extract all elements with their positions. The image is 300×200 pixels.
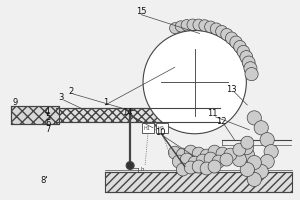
Circle shape (188, 156, 201, 169)
Circle shape (234, 40, 246, 53)
Text: 13: 13 (226, 85, 237, 94)
Text: 15: 15 (136, 7, 146, 16)
Text: 12: 12 (216, 117, 227, 126)
Text: H1: H1 (143, 126, 150, 131)
Circle shape (184, 145, 197, 158)
Text: 4: 4 (45, 107, 50, 116)
Circle shape (181, 20, 192, 31)
Circle shape (216, 25, 228, 37)
Circle shape (168, 146, 181, 159)
Text: 10: 10 (155, 128, 165, 137)
Bar (105, 172, 292, 192)
Circle shape (224, 148, 237, 161)
Circle shape (221, 28, 233, 41)
Circle shape (260, 154, 274, 169)
Circle shape (143, 30, 246, 134)
Circle shape (240, 51, 253, 63)
Bar (56, 108, 220, 122)
Circle shape (233, 143, 246, 156)
Circle shape (247, 111, 261, 125)
Text: H2: H2 (158, 126, 164, 131)
Circle shape (200, 149, 213, 162)
Circle shape (175, 21, 186, 32)
Circle shape (240, 162, 254, 177)
Circle shape (208, 145, 221, 158)
Circle shape (176, 148, 189, 161)
Circle shape (216, 147, 229, 160)
Bar (11, 106, 58, 124)
Circle shape (245, 68, 258, 81)
Circle shape (196, 154, 209, 167)
Circle shape (212, 155, 225, 168)
Circle shape (226, 32, 238, 44)
Circle shape (180, 153, 193, 166)
Text: 11: 11 (207, 109, 218, 118)
Circle shape (204, 152, 217, 165)
Circle shape (220, 153, 233, 166)
Circle shape (264, 145, 278, 159)
Text: 1: 1 (103, 98, 108, 107)
Circle shape (247, 172, 261, 187)
Text: 7: 7 (45, 125, 50, 134)
Text: 6: 6 (45, 119, 50, 128)
Text: 9: 9 (12, 98, 18, 107)
Circle shape (126, 162, 134, 170)
Circle shape (192, 147, 205, 160)
Circle shape (199, 20, 211, 31)
Bar (142, 123, 154, 133)
Circle shape (244, 62, 257, 75)
Circle shape (242, 56, 255, 69)
Circle shape (230, 36, 242, 48)
Circle shape (193, 19, 204, 31)
Circle shape (205, 21, 216, 33)
Circle shape (239, 141, 254, 155)
Circle shape (187, 19, 198, 30)
Circle shape (232, 152, 247, 167)
Circle shape (192, 160, 205, 173)
Circle shape (184, 161, 197, 174)
Text: 5: 5 (45, 113, 50, 122)
Circle shape (237, 45, 250, 58)
Circle shape (169, 23, 181, 34)
Circle shape (172, 155, 185, 168)
Circle shape (260, 133, 274, 147)
Circle shape (210, 23, 222, 35)
Text: 3: 3 (58, 93, 63, 102)
Circle shape (200, 162, 213, 175)
Text: 2: 2 (68, 87, 73, 96)
Circle shape (241, 136, 254, 149)
Circle shape (247, 155, 261, 170)
Circle shape (176, 163, 189, 176)
Circle shape (254, 121, 268, 135)
Circle shape (240, 148, 254, 162)
Circle shape (208, 160, 221, 173)
Text: 14: 14 (122, 108, 132, 117)
Circle shape (254, 164, 268, 179)
Text: 8': 8' (40, 176, 48, 185)
Text: h: h (140, 167, 144, 172)
Bar (156, 123, 168, 133)
